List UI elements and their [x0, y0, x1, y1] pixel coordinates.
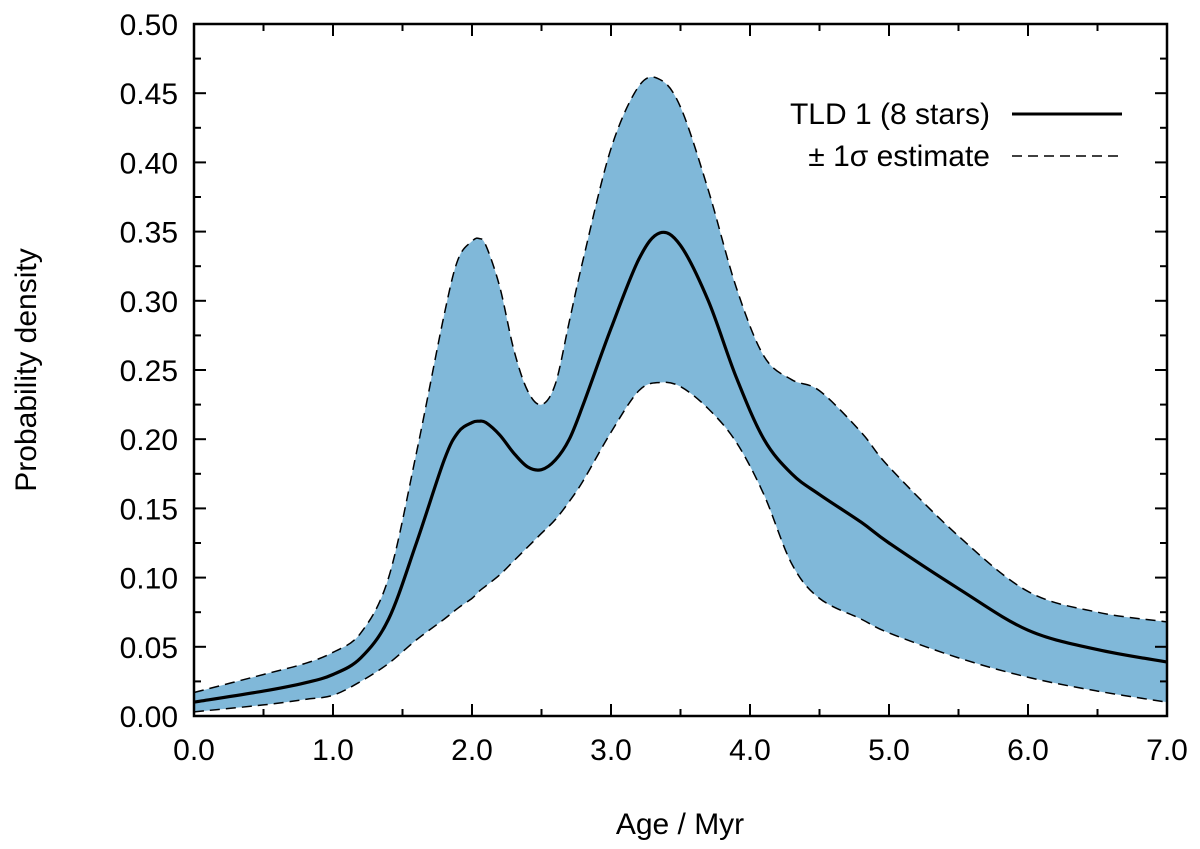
series-line-layer [193, 76, 1168, 713]
y-tick-label: 0.10 [120, 563, 178, 596]
y-tick-label: 0.05 [120, 632, 178, 665]
y-tick-label: 0.50 [120, 9, 178, 42]
y-axis-label: Probability density [10, 248, 43, 491]
x-tick-label: 1.0 [312, 734, 354, 767]
x-tick-label: 7.0 [1146, 734, 1188, 767]
x-tick-label: 0.0 [173, 734, 215, 767]
x-tick-label: 5.0 [868, 734, 910, 767]
legend-label-sigma: ± 1σ estimate [808, 140, 990, 173]
y-tick-label: 0.45 [120, 78, 178, 111]
tick-labels: 0.0 1.0 2.0 3.0 4.0 5.0 6.0 7.0 0.00 0.05 0.10 0.15… [120, 9, 1188, 767]
y-tick-label: 0.00 [120, 701, 178, 734]
y-tick-label: 0.25 [120, 355, 178, 388]
x-tick-label: 2.0 [451, 734, 493, 767]
x-tick-label: 4.0 [729, 734, 771, 767]
y-tick-label: 0.15 [120, 493, 178, 526]
x-tick-label: 3.0 [590, 734, 632, 767]
sigma-band-layer [194, 76, 1167, 712]
y-tick-label: 0.35 [120, 217, 178, 250]
sigma-upper-line [193, 76, 1168, 694]
legend-label-main: TLD 1 (8 stars) [790, 98, 990, 131]
y-tick-label: 0.20 [120, 424, 178, 457]
axes [192, 22, 1169, 718]
y-tick-label: 0.40 [120, 147, 178, 180]
sigma-lower-line [193, 381, 1168, 713]
legend: TLD 1 (8 stars) ± 1σ estimate [790, 98, 1122, 173]
x-tick-label: 6.0 [1007, 734, 1049, 767]
sigma-band-fill [194, 76, 1167, 712]
y-tick-label: 0.30 [120, 286, 178, 319]
series-line-tld1 [193, 230, 1168, 704]
x-axis-label: Age / Myr [616, 808, 744, 841]
